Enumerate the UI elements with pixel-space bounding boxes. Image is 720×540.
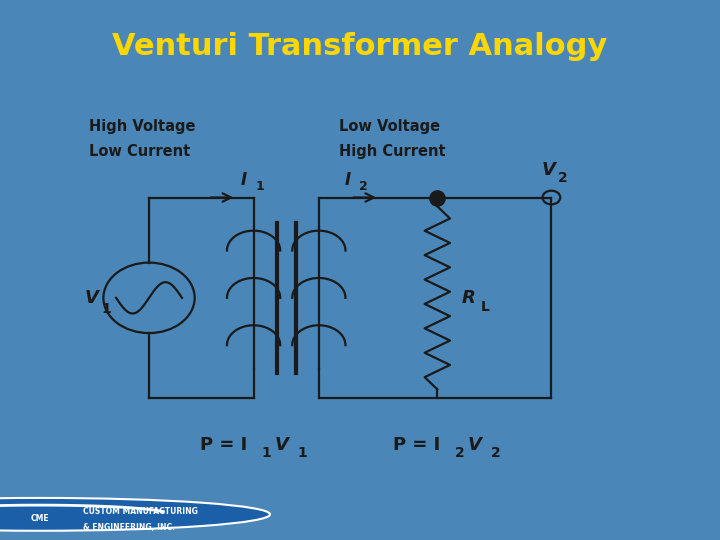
Text: I: I xyxy=(344,171,351,188)
Text: CME: CME xyxy=(30,514,49,523)
Text: Low Current: Low Current xyxy=(89,144,190,159)
Text: V: V xyxy=(541,161,555,179)
Text: 2: 2 xyxy=(455,447,465,461)
Text: High Current: High Current xyxy=(339,144,446,159)
Text: P = I: P = I xyxy=(393,436,440,454)
Text: Venturi Transformer Analogy: Venturi Transformer Analogy xyxy=(112,32,608,61)
Text: 1: 1 xyxy=(101,302,111,315)
Text: P = I: P = I xyxy=(199,436,247,454)
Text: 1: 1 xyxy=(262,447,271,461)
Text: 2: 2 xyxy=(491,447,501,461)
Text: L: L xyxy=(480,300,490,314)
Text: V: V xyxy=(468,436,482,454)
Text: 1: 1 xyxy=(255,180,264,193)
Circle shape xyxy=(0,498,270,531)
Text: High Voltage: High Voltage xyxy=(89,119,195,134)
Text: V: V xyxy=(274,436,289,454)
Text: 1: 1 xyxy=(298,447,307,461)
Text: CUSTOM MANUFACTURING: CUSTOM MANUFACTURING xyxy=(83,507,198,516)
Text: V: V xyxy=(85,289,99,307)
Text: R: R xyxy=(462,289,475,307)
Text: Low Voltage: Low Voltage xyxy=(339,119,440,134)
Text: & ENGINEERING, INC.: & ENGINEERING, INC. xyxy=(83,523,175,532)
Text: I: I xyxy=(240,171,247,188)
Text: 2: 2 xyxy=(558,171,567,185)
Text: 2: 2 xyxy=(359,180,367,193)
